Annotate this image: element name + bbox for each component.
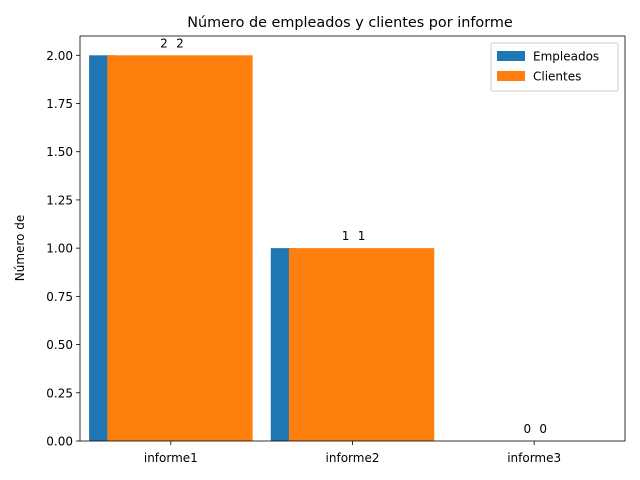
- legend-label-empleados: Empleados: [533, 50, 599, 64]
- y-tick-label: 0.50: [46, 338, 73, 352]
- bar-clientes-informe2: [288, 248, 435, 441]
- data-label-clientes-informe3: 0: [539, 422, 547, 436]
- y-tick-label: 2.00: [46, 49, 73, 63]
- y-tick-label: 0.00: [46, 435, 73, 449]
- x-tick-label: informe1: [144, 451, 198, 465]
- legend-swatch-empleados: [497, 51, 525, 61]
- data-label-clientes-informe2: 1: [358, 229, 366, 243]
- data-label-empleados-informe2: 1: [342, 229, 350, 243]
- y-tick-label: 0.25: [46, 386, 73, 400]
- y-tick-label: 1.00: [46, 242, 73, 256]
- y-axis-label: Número de: [13, 215, 27, 281]
- data-label-empleados-informe1: 2: [160, 36, 168, 50]
- axes-frame: [79, 35, 626, 442]
- x-tick-label: informe2: [326, 451, 380, 465]
- y-tick-label: 1.25: [46, 193, 73, 207]
- y-tick-label: 0.75: [46, 290, 73, 304]
- legend-swatch-clientes: [497, 71, 525, 81]
- data-label-empleados-informe3: 0: [523, 422, 531, 436]
- chart-title: Número de empleados y clientes por infor…: [187, 15, 513, 31]
- legend: Empleados Clientes: [490, 42, 619, 92]
- x-tick-label: informe3: [507, 451, 561, 465]
- legend-label-clientes: Clientes: [533, 70, 581, 84]
- bar-clientes-informe1: [107, 55, 253, 442]
- y-tick-label: 1.50: [46, 145, 73, 159]
- plot-area: 2 2 informe1 1 1 informe2 0 0 informe3 0.00 0.25 0.…: [46, 35, 626, 465]
- data-label-clientes-informe1: 2: [176, 36, 184, 50]
- y-tick-label: 1.75: [46, 97, 73, 111]
